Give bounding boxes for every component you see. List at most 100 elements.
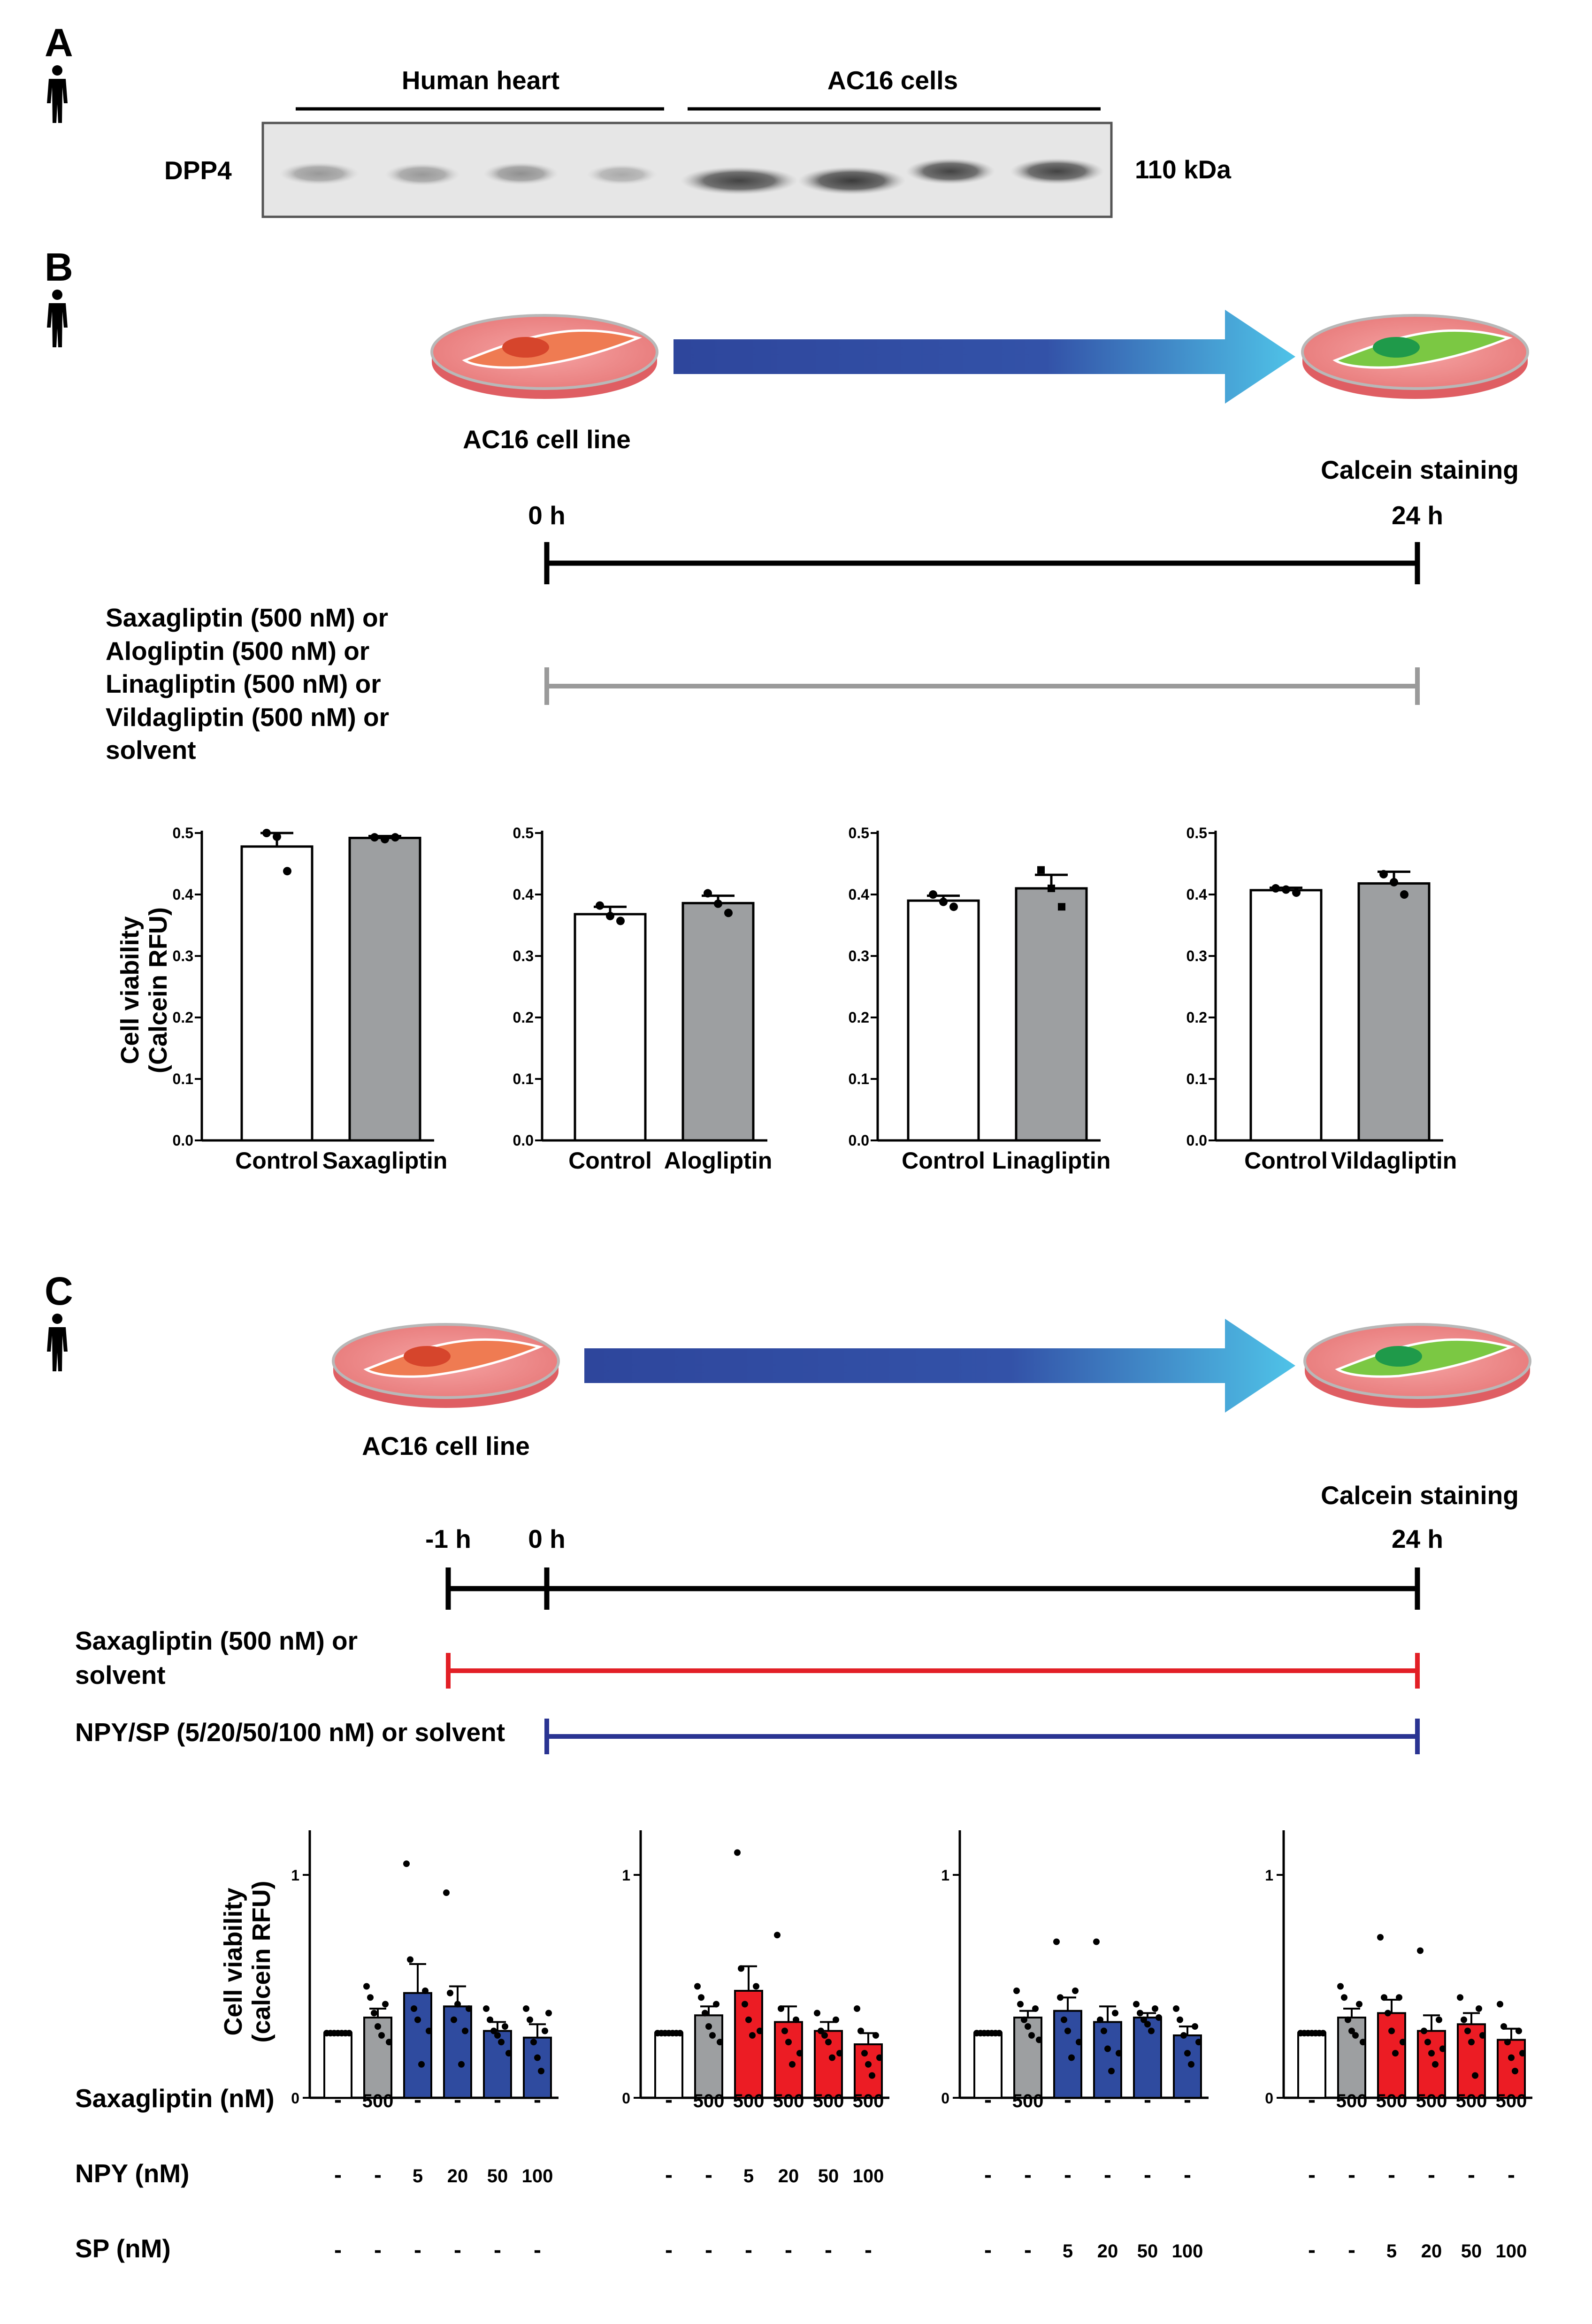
condition-cell: 50 bbox=[1137, 2241, 1158, 2262]
treatment-line: Saxagliptin (500 nM) or bbox=[106, 603, 388, 632]
bar bbox=[443, 2005, 472, 2099]
condition-cell: - bbox=[1024, 2238, 1032, 2263]
endpoint-label: Calcein staining bbox=[1321, 455, 1519, 484]
condition-cell: - bbox=[745, 2238, 752, 2263]
bar bbox=[1357, 882, 1431, 1142]
data-point bbox=[1341, 1994, 1347, 2001]
y-tick-label: 0.5 bbox=[513, 825, 534, 841]
data-point bbox=[1479, 2032, 1486, 2039]
condition-cell: 20 bbox=[447, 2166, 468, 2186]
data-point bbox=[709, 2032, 716, 2039]
data-point bbox=[542, 2027, 548, 2034]
bar bbox=[1133, 2017, 1162, 2099]
data-point bbox=[1097, 2016, 1103, 2023]
bar bbox=[734, 1990, 763, 2099]
condition-cell: - bbox=[454, 2238, 461, 2263]
data-point bbox=[1436, 2016, 1442, 2023]
protein-label: DPP4 bbox=[164, 156, 232, 185]
bar bbox=[574, 913, 647, 1142]
time-arrow-icon bbox=[584, 1319, 1295, 1413]
panel-label-c: C bbox=[45, 1269, 73, 1313]
data-point bbox=[1112, 2010, 1118, 2017]
y-tick-label: 1 bbox=[622, 1867, 630, 1884]
data-point bbox=[785, 2039, 792, 2046]
condition-cell: 5 bbox=[413, 2166, 423, 2186]
condition-cell: - bbox=[1144, 2163, 1151, 2187]
condition-cell: 500 bbox=[1416, 2091, 1447, 2111]
c-ylabel: Cell viability (calcein RFU) bbox=[219, 1881, 276, 2042]
data-point bbox=[1152, 2005, 1158, 2012]
treatment-line: Alogliptin (500 nM) or bbox=[106, 636, 369, 665]
data-point bbox=[793, 2016, 799, 2023]
condition-cell: - bbox=[1104, 2163, 1111, 2187]
svg-text:(Calcein RFU): (Calcein RFU) bbox=[144, 907, 172, 1073]
data-point bbox=[702, 2010, 708, 2017]
condition-cell: 500 bbox=[773, 2091, 804, 2111]
y-tick-label: 0.1 bbox=[173, 1070, 193, 1087]
cell-line-label: AC16 cell line bbox=[362, 1431, 530, 1460]
data-point bbox=[939, 897, 948, 906]
row-label-sp: SP (nM) bbox=[75, 2234, 171, 2263]
data-point bbox=[854, 2005, 860, 2012]
npy-sp-treatment-line: NPY/SP (5/20/50/100 nM) or solvent bbox=[75, 1718, 505, 1747]
y-tick-label: 0.1 bbox=[513, 1070, 534, 1087]
data-point bbox=[742, 2001, 748, 2008]
condition-cell: - bbox=[665, 2238, 673, 2263]
y-tick-label: 0.3 bbox=[173, 948, 193, 964]
condition-cell: - bbox=[825, 2238, 832, 2263]
western-blot bbox=[261, 122, 1113, 218]
data-point bbox=[466, 2005, 472, 2012]
data-point bbox=[426, 2027, 432, 2034]
data-point bbox=[1377, 1934, 1384, 1941]
data-point bbox=[1188, 2061, 1194, 2068]
time-label-start: 0 h bbox=[528, 1524, 565, 1553]
data-point bbox=[818, 2027, 824, 2034]
bar bbox=[1015, 887, 1088, 1142]
data-point bbox=[1392, 2050, 1399, 2056]
data-point bbox=[363, 1983, 370, 1990]
bar bbox=[348, 836, 421, 1142]
x-tick-label: Saxagliptin bbox=[322, 1147, 448, 1174]
data-point bbox=[724, 909, 733, 917]
data-point bbox=[411, 2005, 417, 2012]
timeline-npy-sp bbox=[544, 1719, 1420, 1754]
data-point bbox=[814, 2010, 820, 2017]
data-point bbox=[422, 1988, 429, 1994]
condition-cell: - bbox=[454, 2087, 461, 2112]
condition-cell: - bbox=[1184, 2163, 1191, 2187]
x-tick-label: Vildagliptin bbox=[1331, 1147, 1457, 1174]
data-point bbox=[1058, 903, 1065, 911]
data-point bbox=[677, 2030, 683, 2037]
condition-cell: 500 bbox=[693, 2091, 725, 2111]
b-chart-linagliptin: 0.0 0.1 0.2 0.3 0.4 0.5 Control Linagliptin bbox=[849, 825, 1111, 1174]
data-point bbox=[1192, 2023, 1198, 2030]
y-tick-label: 0.0 bbox=[513, 1132, 534, 1149]
data-point bbox=[414, 2016, 421, 2023]
bar bbox=[1377, 2012, 1406, 2099]
data-point bbox=[273, 832, 281, 841]
condition-cell: - bbox=[785, 2238, 792, 2263]
condition-cell: 5 bbox=[1063, 2241, 1073, 2262]
row-label-npy: NPY (nM) bbox=[75, 2159, 189, 2188]
data-point bbox=[1390, 878, 1398, 887]
bar bbox=[363, 2017, 392, 2099]
condition-cell: - bbox=[705, 2238, 712, 2263]
condition-cell: 500 bbox=[1456, 2091, 1487, 2111]
y-tick-label: 0.0 bbox=[173, 1132, 193, 1149]
condition-cell: - bbox=[1468, 2163, 1475, 2187]
saxa-treatment-line: solvent bbox=[75, 1660, 166, 1689]
data-point bbox=[734, 1849, 741, 1856]
data-point bbox=[1385, 2010, 1391, 2017]
data-point bbox=[370, 833, 379, 842]
data-point bbox=[407, 1956, 413, 1963]
dish-ac16-icon bbox=[333, 1324, 559, 1408]
y-tick-label: 0.3 bbox=[1186, 948, 1207, 964]
data-point bbox=[861, 2050, 868, 2056]
svg-text:Cell viability: Cell viability bbox=[116, 916, 144, 1064]
data-point bbox=[458, 2061, 465, 2068]
condition-cell: 50 bbox=[818, 2166, 839, 2186]
data-point bbox=[836, 2050, 843, 2056]
time-label-end: 24 h bbox=[1392, 501, 1443, 530]
data-point bbox=[418, 2061, 425, 2068]
